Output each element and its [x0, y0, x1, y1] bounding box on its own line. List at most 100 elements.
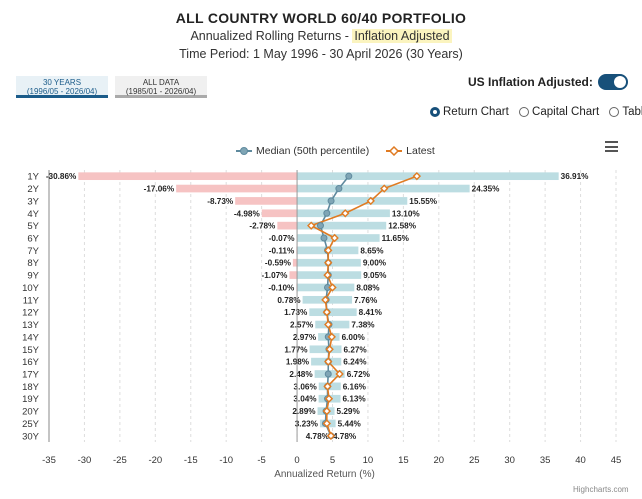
radio-dot-icon	[609, 107, 620, 117]
x-tick-label: 40	[575, 455, 586, 466]
min-data-label: 1.77%	[284, 345, 308, 354]
legend-latest-label: Latest	[406, 145, 435, 157]
x-axis-title: Annualized Return (%)	[274, 469, 375, 480]
highcharts-credit[interactable]: Highcharts.com	[573, 485, 629, 494]
min-data-label: -2.78%	[249, 222, 276, 231]
latest-point	[324, 246, 333, 255]
legend-item-median[interactable]: Median (50th percentile)	[236, 145, 369, 157]
min-data-label: -0.07%	[269, 234, 296, 243]
radio-capital-chart[interactable]: Capital Chart	[519, 106, 599, 118]
y-tick-label: 14Y	[22, 332, 40, 343]
time-period: Time Period: 1 May 1996 - 30 April 2026 …	[179, 47, 463, 61]
max-data-label: 12.58%	[388, 222, 416, 231]
median-point	[327, 197, 335, 205]
latest-point	[323, 382, 332, 391]
latest-point	[328, 283, 337, 292]
tab-30-years[interactable]: 30 YEARS (1996/05 - 2026/04)	[16, 76, 108, 98]
tab-all-data-range: (1985/01 - 2026/04)	[125, 87, 197, 96]
x-tick-label: -15	[184, 455, 198, 466]
radio-return-chart-label: Return Chart	[443, 106, 509, 118]
x-tick-label: -25	[113, 455, 127, 466]
latest-point	[335, 369, 344, 379]
y-tick-label: 4Y	[27, 209, 39, 220]
x-tick-label: -20	[148, 455, 162, 466]
latest-point	[324, 320, 333, 329]
latest-point	[380, 184, 389, 193]
negative-bar	[289, 271, 298, 279]
latest-point	[323, 270, 332, 280]
x-tick-label: 30	[504, 455, 515, 466]
max-data-label: 6.00%	[342, 333, 366, 342]
y-tick-label: 30Y	[22, 431, 40, 442]
legend-item-latest[interactable]: Latest	[386, 145, 435, 157]
x-tick-label: 0	[294, 455, 299, 466]
radio-return-chart[interactable]: Return Chart	[430, 106, 509, 118]
view-options: Return Chart Capital Chart Table	[430, 106, 642, 120]
hamburger-menu-icon[interactable]	[605, 141, 618, 152]
y-tick-label: 15Y	[22, 345, 40, 356]
y-tick-label: 10Y	[22, 283, 40, 294]
latest-point	[326, 431, 336, 441]
min-data-label: 2.97%	[293, 333, 317, 342]
min-data-label: 0.78%	[277, 296, 301, 305]
toggle-knob	[614, 76, 626, 88]
y-tick-label: 13Y	[22, 320, 40, 331]
min-data-label: 1.98%	[286, 358, 310, 367]
radio-dot-icon	[519, 107, 530, 117]
min-data-label: 3.04%	[293, 395, 317, 404]
median-point	[316, 222, 324, 230]
x-tick-label: 15	[398, 455, 409, 466]
min-data-label: -17.06%	[144, 185, 175, 194]
latest-point	[324, 394, 334, 403]
min-data-label: 4.78%	[306, 432, 330, 441]
max-data-label: 6.13%	[343, 395, 367, 404]
radio-table[interactable]: Table	[609, 106, 642, 118]
y-tick-label: 12Y	[22, 308, 40, 319]
latest-point	[325, 345, 334, 354]
tab-all-data[interactable]: ALL DATA (1985/01 - 2026/04)	[115, 76, 207, 98]
positive-bar	[297, 172, 559, 181]
inflation-toggle[interactable]	[598, 74, 628, 90]
max-data-label: 4.78%	[333, 432, 357, 441]
y-tick-label: 19Y	[22, 394, 40, 405]
max-data-label: 13.10%	[392, 209, 420, 218]
max-data-label: 5.29%	[337, 407, 361, 416]
min-data-label: -30.86%	[46, 172, 77, 181]
max-data-label: 6.24%	[343, 358, 367, 367]
radio-capital-chart-label: Capital Chart	[532, 106, 600, 118]
y-tick-label: 8Y	[27, 258, 39, 269]
negative-bar	[261, 209, 298, 218]
x-tick-label: 25	[469, 455, 480, 466]
latest-point	[322, 406, 332, 416]
y-tick-label: 3Y	[27, 196, 39, 207]
tab-all-data-title: ALL DATA	[142, 78, 180, 87]
y-tick-label: 5Y	[27, 221, 39, 232]
latest-point	[330, 233, 339, 243]
latest-line-icon	[386, 146, 403, 156]
latest-point	[412, 171, 422, 181]
min-data-label: 1.73%	[284, 308, 308, 317]
latest-point	[322, 307, 332, 317]
latest-point	[307, 221, 316, 230]
y-tick-label: 18Y	[22, 382, 40, 393]
min-data-label: 2.89%	[292, 407, 316, 416]
y-tick-label: 20Y	[22, 407, 40, 418]
x-tick-label: -10	[219, 455, 233, 466]
negative-bar	[176, 184, 298, 193]
latest-point	[324, 258, 333, 267]
x-tick-label: 45	[611, 455, 622, 466]
chart-legend: Median (50th percentile) Latest	[236, 145, 449, 159]
max-data-label: 11.65%	[382, 234, 410, 243]
chart-subtitle: Annualized Rolling Returns - Inflation A…	[0, 29, 642, 43]
min-data-label: -0.11%	[269, 246, 295, 255]
y-tick-label: 25Y	[22, 419, 40, 430]
x-tick-label: 10	[363, 455, 374, 466]
x-tick-label: -5	[257, 455, 265, 466]
y-tick-label: 11Y	[23, 295, 40, 306]
x-tick-label: -30	[78, 455, 92, 466]
max-data-label: 5.44%	[338, 419, 362, 428]
max-data-label: 7.38%	[351, 321, 375, 330]
min-data-label: -8.73%	[207, 197, 234, 206]
latest-point	[366, 196, 375, 206]
